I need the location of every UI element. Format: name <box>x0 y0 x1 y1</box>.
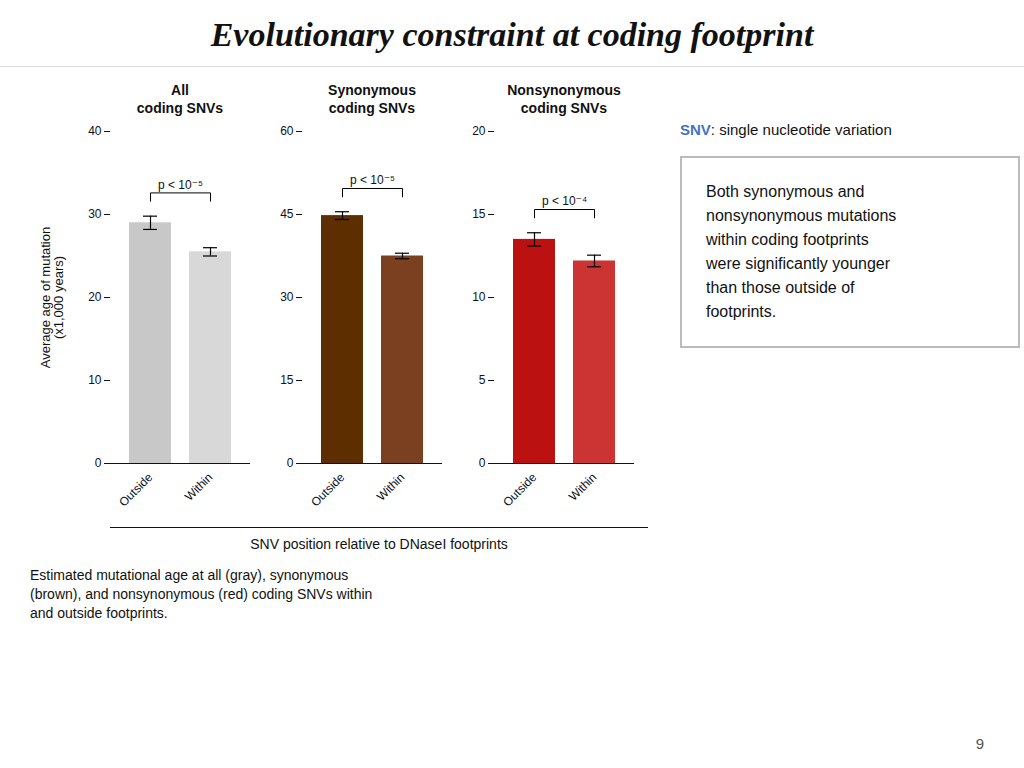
html-text:Synonymous coding SNVs: Synonymous coding SNVs <box>328 82 416 117</box>
svg-text:Outside: Outside <box>116 470 155 509</box>
svg-text:10: 10 <box>88 374 102 388</box>
svg-text:30: 30 <box>280 291 294 305</box>
svg-text:45: 45 <box>280 208 294 222</box>
html-text:SNV: single nucleotide variati: SNV: single nucleotide variation <box>680 121 892 138</box>
svg-text:p < 10⁻⁵: p < 10⁻⁵ <box>350 174 395 188</box>
svg-text:40: 40 <box>88 125 102 139</box>
html-text:Both synonymous and nonsynonym: Both synonymous and nonsynonymous mutati… <box>706 183 897 320</box>
svg-text:0: 0 <box>95 457 102 471</box>
svg-text:10: 10 <box>472 291 486 305</box>
svg-text:0: 0 <box>287 457 294 471</box>
svg-text:Within: Within <box>374 471 407 504</box>
svg-text:5: 5 <box>479 374 486 388</box>
svg-text:30: 30 <box>88 208 102 222</box>
html-text:Estimated mutational age at al: Estimated mutational age at all (gray), … <box>30 567 373 622</box>
svg-text:Within: Within <box>182 471 215 504</box>
html-text:9: 9 <box>975 735 984 752</box>
svg-text:60: 60 <box>280 125 294 139</box>
html-text:All coding SNVs: All coding SNVs <box>136 82 224 117</box>
svg-text:p < 10⁻⁴: p < 10⁻⁴ <box>542 195 587 209</box>
svg-text:Average age of mutation(x1,000: Average age of mutation(x1,000 years) <box>38 227 66 368</box>
html-text:SNV position relative to DNase: SNV position relative to DNaseI footprin… <box>250 536 508 553</box>
html-text:Evolutionary constraint at cod: Evolutionary constraint at coding footpr… <box>210 16 814 53</box>
svg-text:p < 10⁻⁵: p < 10⁻⁵ <box>158 178 203 192</box>
svg-text:20: 20 <box>88 291 102 305</box>
html-text:Nonsynonymous coding SNVs: Nonsynonymous coding SNVs <box>507 82 621 117</box>
svg-text:20: 20 <box>472 125 486 139</box>
svg-text:Outside: Outside <box>308 470 347 509</box>
svg-text:Within: Within <box>566 471 599 504</box>
svg-text:15: 15 <box>280 374 294 388</box>
svg-text:Outside: Outside <box>500 470 539 509</box>
svg-text:15: 15 <box>472 208 486 222</box>
svg-text:0: 0 <box>479 457 486 471</box>
